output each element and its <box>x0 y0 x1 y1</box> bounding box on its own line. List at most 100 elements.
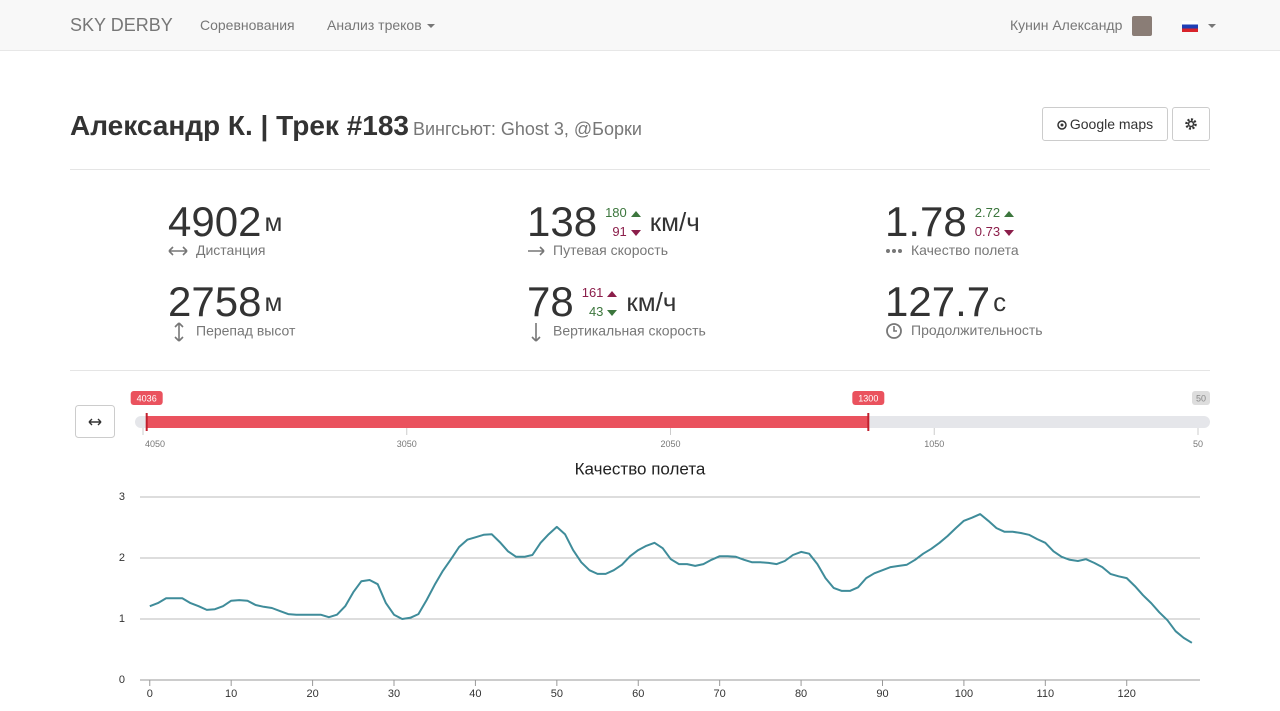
arrow <box>1004 229 1015 236</box>
icon <box>88 418 102 426</box>
part <box>531 323 541 342</box>
arrow <box>607 290 618 297</box>
stat-label: Путевая скорость <box>553 242 668 258</box>
slider-tick-label: 1050 <box>924 439 944 449</box>
nav-dropdown[interactable]: Анализ треков <box>327 0 435 50</box>
subtitle: Вингсьют: Ghost 3, @Борки <box>412 119 642 139</box>
caret <box>1208 24 1216 28</box>
slider-tick-label: 2050 <box>660 439 680 449</box>
part <box>528 246 545 256</box>
icon <box>1057 120 1067 130</box>
page-title: Александр К. | Трек #183 Вингсьют: Ghost … <box>70 110 642 142</box>
title: Александр К. | Трек #183 <box>70 110 409 141</box>
part <box>1187 120 1195 128</box>
part <box>1057 120 1067 130</box>
x-tick-label: 110 <box>1037 688 1055 700</box>
stat: 138 180 91 км/ч Путевая скорость <box>527 198 700 258</box>
arrow <box>1004 210 1015 217</box>
icon <box>168 246 188 256</box>
brand[interactable]: SKY DERBY <box>70 15 173 35</box>
slider-badge <box>852 391 885 405</box>
stat-unit: с <box>993 286 1007 317</box>
x-tick-label: 90 <box>876 688 888 700</box>
divider <box>70 169 1210 170</box>
slider-tick-label: 50 <box>1193 439 1203 449</box>
part <box>1060 123 1064 127</box>
user-name[interactable]: Кунин Александр <box>1010 17 1123 33</box>
stat-value: 2758 <box>168 278 262 325</box>
language-flag[interactable] <box>1182 21 1198 32</box>
stat-label: Вертикальная скорость <box>553 322 706 339</box>
part <box>892 249 896 254</box>
stat-unit: м <box>264 206 283 237</box>
avatar <box>1132 16 1152 36</box>
max-value: 161 <box>581 285 604 300</box>
stat-min: 0.73 <box>974 222 1015 241</box>
icon <box>174 322 184 342</box>
nav-link[interactable]: Соревнования <box>200 17 295 33</box>
stat-label-row: Продолжительность <box>885 322 1043 340</box>
stat-label: Дистанция <box>196 242 266 258</box>
line-series <box>149 513 1193 644</box>
icon <box>531 323 541 342</box>
slider-badge-label: 4036 <box>137 394 157 404</box>
min-value: 43 <box>588 304 604 319</box>
stat: 1.78 2.72 0.73 Качество полета <box>885 198 1020 258</box>
stat-max: 2.72 <box>975 203 1015 222</box>
x-tick-label: 50 <box>551 688 563 700</box>
divider <box>70 370 1210 371</box>
gear-icon <box>1185 118 1197 130</box>
stat-unit: км/ч <box>649 206 700 237</box>
part <box>893 326 897 333</box>
stat-max: 161 <box>582 283 618 302</box>
stat: 4902 м Дистанция <box>168 198 282 258</box>
stat-label-row: Качество полета <box>885 242 1020 258</box>
slider-badge <box>1192 391 1210 405</box>
stat-min: 91 <box>605 222 641 241</box>
x-tick-label: 0 <box>147 688 153 700</box>
stat-label: Качество полета <box>911 242 1019 258</box>
button-label: Google maps <box>1069 116 1154 132</box>
slider-selection <box>146 416 869 428</box>
part <box>1185 118 1197 130</box>
x-tick-label: 80 <box>795 688 807 700</box>
stat-label-row: Вертикальная скорость <box>527 322 706 342</box>
part <box>168 246 188 256</box>
stat-label-row: Перепад высот <box>168 322 295 342</box>
stat-value: 4902 <box>168 198 262 245</box>
part <box>174 322 184 342</box>
slider-badge-label: 1300 <box>858 394 878 404</box>
stat-value: 78 <box>527 278 574 325</box>
stat-label-row: Путевая скорость <box>527 242 700 258</box>
stat: 127.7 с Продолжительность <box>885 278 1043 340</box>
stat-label: Перепад высот <box>196 322 296 339</box>
arrow <box>630 210 641 217</box>
part <box>886 323 902 340</box>
x-tick-label: 100 <box>955 688 973 700</box>
stat: 2758 м Перепад высот <box>168 278 295 342</box>
google-maps-button[interactable]: Google maps <box>1042 107 1168 141</box>
stat-min: 43 <box>582 302 618 321</box>
range-slider[interactable]: 4050 3050 2050 1050 50 4036 1300 50 <box>0 385 1280 455</box>
part <box>898 249 902 254</box>
stat-label: Продолжительность <box>911 322 1043 338</box>
x-tick-label: 40 <box>469 688 481 700</box>
min-value: 91 <box>612 224 627 239</box>
stat-unit: км/ч <box>626 286 677 317</box>
caret <box>426 24 435 29</box>
stat-value: 138 <box>527 198 598 245</box>
arrow <box>607 309 618 316</box>
icon <box>886 249 902 254</box>
slider-badge <box>130 391 163 405</box>
slider-badge-label: 50 <box>1196 394 1206 404</box>
stat: 78 161 43 км/ч Вертикальная скорость <box>527 278 706 342</box>
y-tick-label: 0 <box>119 674 125 686</box>
min-value: 0.73 <box>974 224 1001 239</box>
navbar: SKY DERBY Соревнования Анализ треков Кун… <box>0 0 1280 51</box>
stat-unit: м <box>264 286 283 317</box>
y-tick-label: 2 <box>119 552 125 564</box>
slider-tick-label: 3050 <box>397 439 417 449</box>
settings-button[interactable] <box>1172 107 1210 141</box>
